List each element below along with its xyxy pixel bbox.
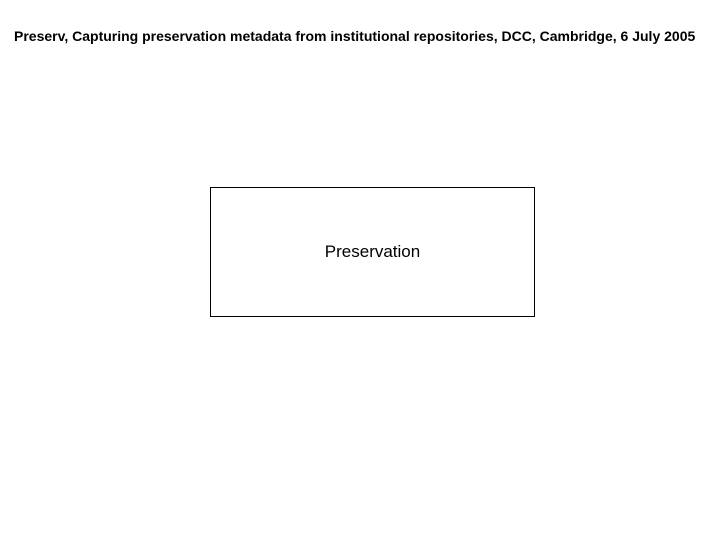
slide-header: Preserv, Capturing preservation metadata… bbox=[14, 28, 706, 44]
preservation-box: Preservation bbox=[210, 187, 535, 317]
slide: Preserv, Capturing preservation metadata… bbox=[0, 0, 720, 540]
preservation-box-label: Preservation bbox=[325, 242, 420, 262]
